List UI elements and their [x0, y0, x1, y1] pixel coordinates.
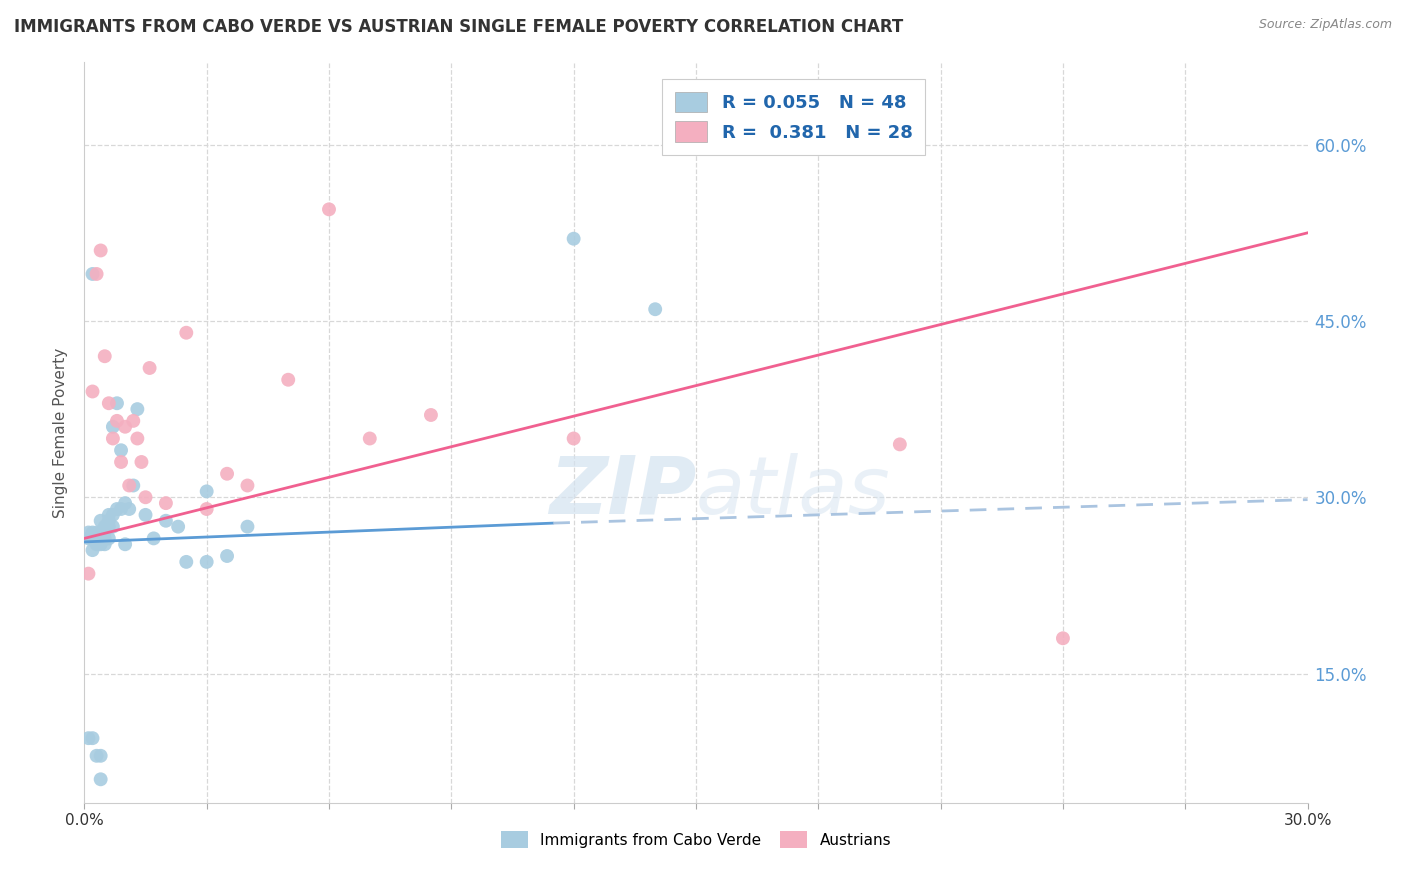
Point [90, 748, 112, 763]
Text: ZIP: ZIP [548, 453, 696, 531]
Point [101, 508, 124, 522]
Point [77, 566, 100, 581]
Point [86, 748, 108, 763]
Text: Source: ZipAtlas.com: Source: ZipAtlas.com [1258, 18, 1392, 31]
Point [77, 532, 100, 546]
Point [90, 514, 112, 528]
Point [90, 537, 112, 551]
Point [114, 419, 136, 434]
Point [93, 349, 115, 363]
Point [105, 396, 128, 410]
Point [195, 555, 218, 569]
Point [167, 519, 190, 533]
Point [101, 419, 124, 434]
Point [97, 532, 120, 546]
Point [420, 408, 443, 422]
Point [155, 514, 177, 528]
Point [86, 267, 108, 281]
Point [236, 478, 259, 492]
Point [82, 384, 104, 399]
Point [217, 467, 239, 481]
Point [135, 490, 157, 504]
Legend: Immigrants from Cabo Verde, Austrians: Immigrants from Cabo Verde, Austrians [495, 824, 897, 855]
Point [101, 432, 124, 446]
Point [122, 414, 145, 428]
Point [93, 525, 115, 540]
Point [82, 525, 104, 540]
Point [82, 731, 104, 746]
Point [110, 455, 132, 469]
Point [110, 443, 132, 458]
Point [1052, 632, 1074, 646]
Point [86, 532, 108, 546]
Point [90, 525, 112, 540]
Point [562, 232, 585, 246]
Point [90, 244, 112, 258]
Point [217, 549, 239, 563]
Point [131, 455, 153, 469]
Point [77, 731, 100, 746]
Point [135, 508, 157, 522]
Point [118, 478, 141, 492]
Text: atlas: atlas [696, 453, 891, 531]
Point [93, 537, 115, 551]
Point [195, 484, 218, 499]
Point [318, 202, 340, 217]
Point [174, 555, 197, 569]
Y-axis label: Single Female Poverty: Single Female Poverty [53, 348, 69, 517]
Point [97, 519, 120, 533]
Point [105, 502, 128, 516]
Point [174, 326, 197, 340]
Point [82, 532, 104, 546]
Point [97, 508, 120, 522]
Point [114, 496, 136, 510]
Point [93, 532, 115, 546]
Point [236, 519, 259, 533]
Point [101, 519, 124, 533]
Point [97, 396, 120, 410]
Point [138, 361, 160, 376]
Point [127, 402, 149, 417]
Point [889, 437, 911, 451]
Point [97, 514, 120, 528]
Point [93, 519, 115, 533]
Point [77, 525, 100, 540]
Point [86, 537, 108, 551]
Point [195, 502, 218, 516]
Text: IMMIGRANTS FROM CABO VERDE VS AUSTRIAN SINGLE FEMALE POVERTY CORRELATION CHART: IMMIGRANTS FROM CABO VERDE VS AUSTRIAN S… [14, 18, 903, 36]
Point [118, 502, 141, 516]
Point [86, 525, 108, 540]
Point [155, 496, 177, 510]
Point [277, 373, 299, 387]
Point [82, 543, 104, 558]
Point [90, 772, 112, 787]
Point [359, 432, 381, 446]
Point [105, 414, 128, 428]
Point [644, 302, 666, 317]
Point [82, 267, 104, 281]
Point [142, 532, 165, 546]
Point [562, 432, 585, 446]
Point [110, 502, 132, 516]
Point [127, 432, 149, 446]
Point [122, 478, 145, 492]
Point [114, 537, 136, 551]
